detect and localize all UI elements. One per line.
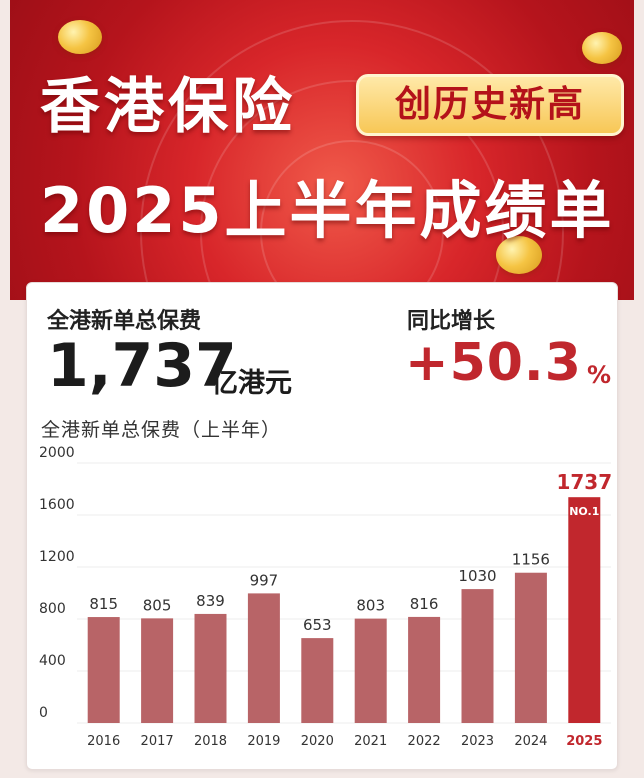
- x-tick-label: 2019: [247, 734, 280, 749]
- bar: [568, 497, 601, 723]
- banner-title-line2: 2025上半年成绩单: [40, 174, 615, 247]
- bar: [141, 618, 174, 723]
- data-label: 997: [250, 571, 279, 589]
- gold-coin-icon: [582, 32, 622, 64]
- decor-ring: [260, 140, 444, 300]
- x-tick-label: 2022: [408, 734, 441, 749]
- y-tick-label: 1600: [39, 497, 75, 513]
- total-premium-unit: 亿港元: [211, 368, 292, 399]
- x-tick-label: 2023: [461, 734, 494, 749]
- x-tick-label: 2020: [301, 734, 334, 749]
- total-premium-value: 1,737: [47, 331, 237, 401]
- bar: [247, 593, 280, 723]
- data-label: 805: [143, 596, 172, 614]
- bar: [461, 589, 494, 723]
- x-tick-label: 2025: [566, 734, 602, 749]
- y-tick-label: 800: [39, 601, 66, 617]
- bar: [87, 617, 120, 723]
- banner-title-line1: 香港保险: [40, 72, 296, 142]
- header-banner: 香港保险 创历史新高 2025上半年成绩单: [10, 0, 634, 300]
- rank-badge: NO.1: [569, 505, 599, 518]
- gold-coin-icon: [58, 20, 102, 54]
- growth-unit: %: [587, 361, 612, 389]
- gold-coin-icon: [496, 236, 542, 274]
- data-label: 815: [89, 595, 118, 613]
- bar: [408, 616, 441, 723]
- x-tick-label: 2018: [194, 734, 227, 749]
- stats-card: 全港新单总保费 1,737 亿港元 同比增长 +50.3 % 全港新单总保费（上…: [26, 282, 618, 770]
- bar: [514, 572, 547, 723]
- y-tick-label: 2000: [39, 445, 75, 461]
- y-tick-label: 1200: [39, 549, 75, 565]
- record-high-badge: 创历史新高: [356, 74, 624, 136]
- data-label: 1030: [458, 567, 496, 585]
- bar: [354, 618, 387, 723]
- x-tick-label: 2021: [354, 734, 387, 749]
- y-tick-label: 400: [39, 653, 66, 669]
- growth-label: 同比增长: [407, 309, 496, 334]
- bar-chart: 0 400 800 1200 1600 2000 815 2016 805 2017 839 2018…: [39, 445, 612, 749]
- bar: [194, 613, 227, 723]
- x-tick-label: 2016: [87, 734, 120, 749]
- chart-title: 全港新单总保费（上半年）: [41, 419, 282, 441]
- total-premium-label: 全港新单总保费: [47, 309, 202, 334]
- data-label: 816: [410, 595, 439, 613]
- data-label: 653: [303, 616, 332, 634]
- data-label: 839: [196, 592, 225, 610]
- y-tick-label: 0: [39, 705, 48, 721]
- bar: [301, 638, 334, 723]
- x-tick-label: 2017: [141, 734, 174, 749]
- growth-value: +50.3: [405, 333, 582, 393]
- data-label: 1737: [556, 470, 612, 494]
- data-label: 803: [356, 597, 385, 615]
- data-label: 1156: [512, 551, 550, 569]
- x-tick-label: 2024: [514, 734, 547, 749]
